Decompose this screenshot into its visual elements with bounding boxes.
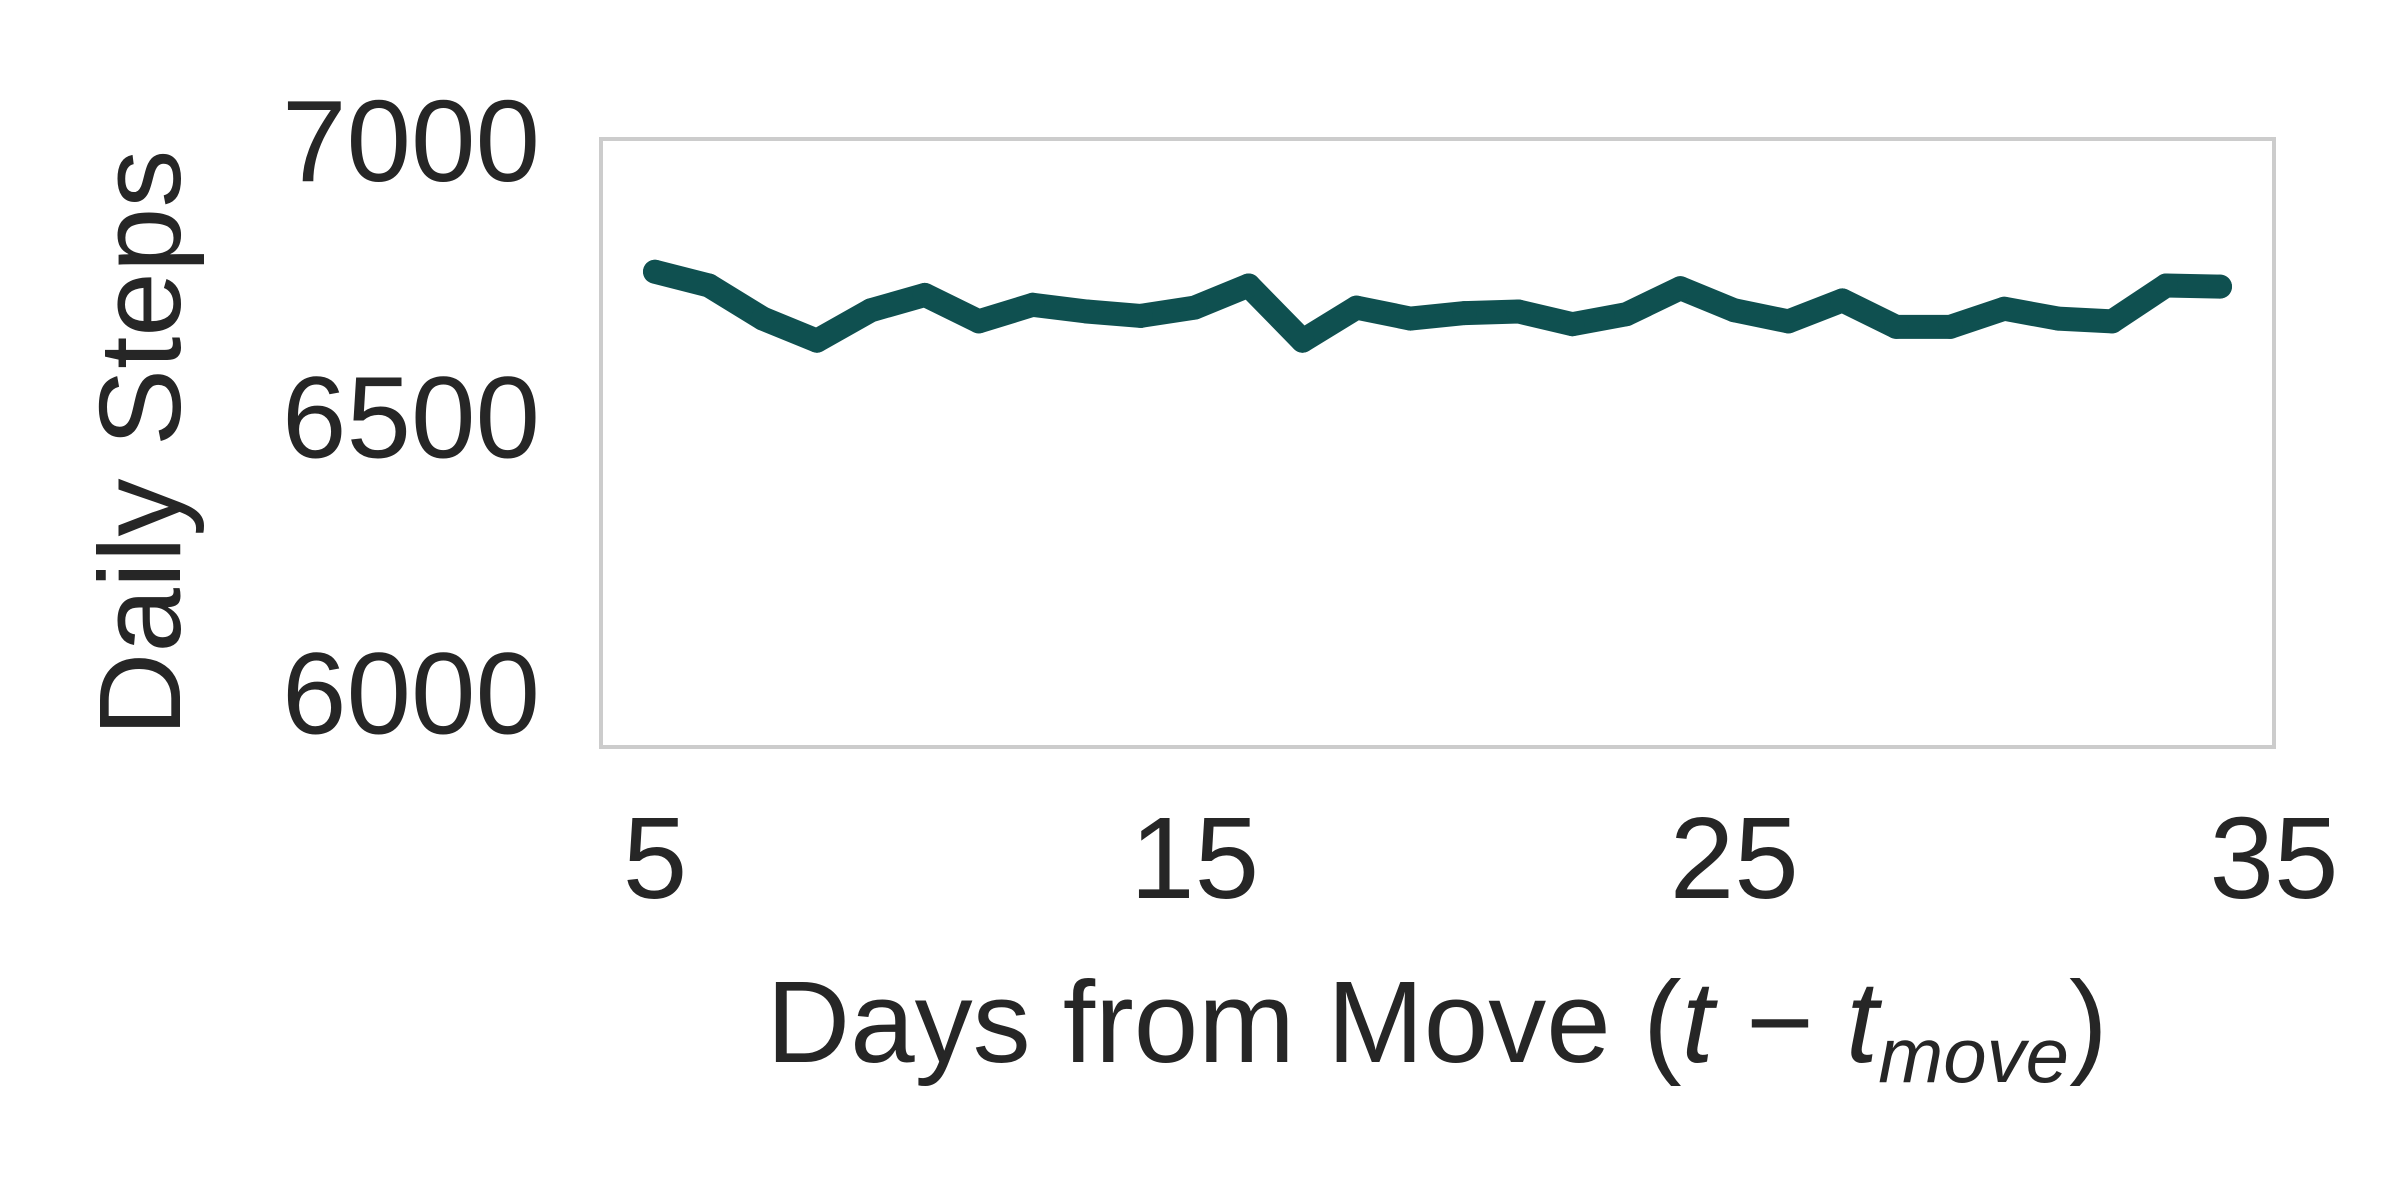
y-axis-label: Daily Steps bbox=[75, 150, 205, 737]
data-point bbox=[1614, 302, 1639, 327]
data-point bbox=[2208, 274, 2232, 299]
x-axis-label: Days from Move (t − tmove) bbox=[766, 957, 2107, 1099]
y-tick-label: 7000 bbox=[282, 76, 540, 206]
x-tick-label: 5 bbox=[623, 793, 688, 923]
x-tick-label: 15 bbox=[1130, 793, 1259, 923]
data-point bbox=[1992, 296, 2017, 321]
data-point bbox=[1074, 299, 1099, 324]
data-point bbox=[1668, 276, 1693, 301]
data-point bbox=[1020, 292, 1045, 317]
x-tick-label: 25 bbox=[1670, 793, 1799, 923]
data-point bbox=[1830, 288, 1855, 313]
data-point bbox=[750, 306, 775, 331]
x-tick-labels: 5 15 25 35 bbox=[623, 793, 2339, 923]
data-point bbox=[1344, 295, 1369, 320]
data-point bbox=[1560, 312, 1585, 337]
plot-area-frame bbox=[599, 137, 2276, 749]
x-axis-label-minus: − bbox=[1714, 957, 1846, 1087]
data-point bbox=[804, 328, 829, 353]
data-point bbox=[1776, 309, 1801, 334]
data-point bbox=[1398, 306, 1423, 331]
data-point bbox=[696, 273, 721, 298]
data-point bbox=[858, 298, 883, 323]
y-tick-labels: 6000 6500 7000 bbox=[282, 76, 540, 759]
y-tick-label: 6500 bbox=[282, 352, 540, 482]
data-point bbox=[1182, 295, 1207, 320]
data-point bbox=[966, 309, 991, 334]
data-point bbox=[1452, 301, 1477, 326]
data-point bbox=[912, 282, 937, 307]
x-axis-label-t: t bbox=[1682, 957, 1719, 1087]
data-point bbox=[1884, 314, 1909, 339]
x-axis-label-prefix: Days from Move ( bbox=[766, 957, 1681, 1087]
data-point bbox=[1128, 303, 1153, 328]
x-axis-label-suffix: ) bbox=[2069, 957, 2108, 1087]
data-point bbox=[643, 259, 667, 284]
x-axis-label-subscript: move bbox=[1878, 1011, 2069, 1099]
data-point bbox=[1722, 298, 1747, 323]
y-tick-label: 6000 bbox=[282, 629, 540, 759]
x-tick-label: 35 bbox=[2209, 793, 2338, 923]
data-point bbox=[2154, 273, 2179, 298]
data-point bbox=[2100, 309, 2125, 334]
data-point bbox=[1506, 299, 1531, 324]
data-point bbox=[1236, 273, 1261, 298]
data-point bbox=[1290, 328, 1315, 353]
x-axis-label-t-move: t bbox=[1846, 957, 1883, 1087]
data-point bbox=[1938, 314, 1963, 339]
series-layer bbox=[643, 259, 2232, 353]
data-point bbox=[2046, 306, 2071, 331]
